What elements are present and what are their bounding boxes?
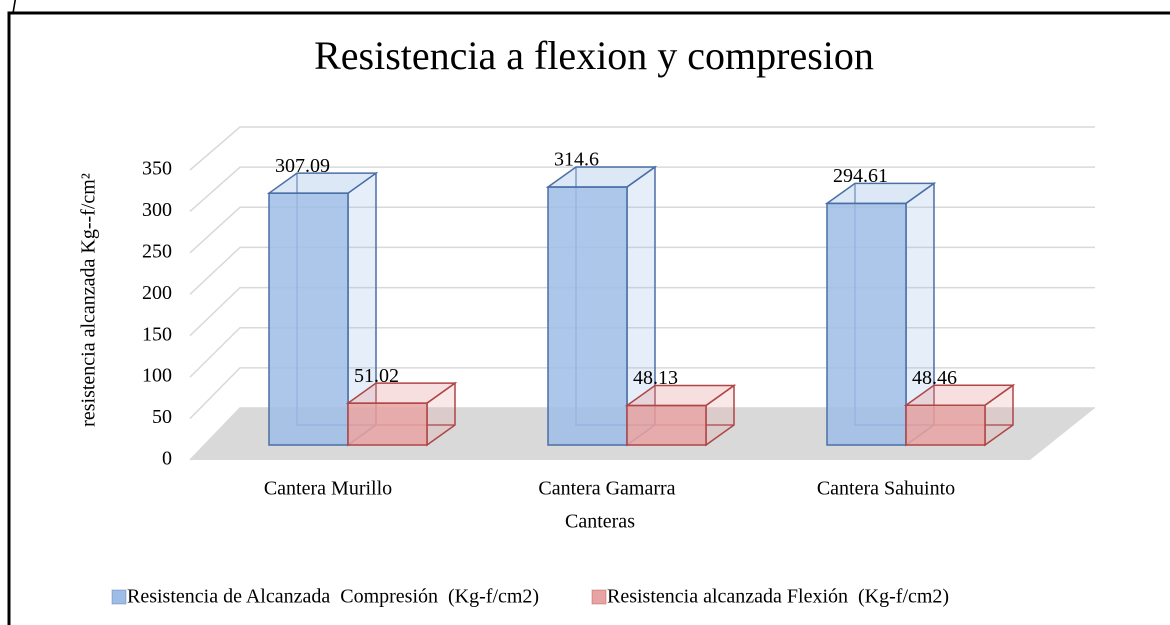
x-tick-label: Cantera Murillo	[264, 478, 392, 500]
grid-line	[189, 246, 1095, 295]
bar	[624, 384, 737, 447]
corner-text: f	[12, 0, 20, 14]
bar-front	[626, 404, 707, 446]
legend-swatch	[591, 589, 607, 605]
y-tick-label: 200	[142, 282, 172, 304]
bar-top	[903, 384, 1016, 407]
bar-front	[905, 404, 986, 446]
bar-top	[624, 384, 737, 407]
y-tick-label: 300	[142, 199, 172, 221]
bar	[545, 165, 658, 447]
grid-line	[189, 166, 1095, 212]
bar-front	[826, 202, 907, 446]
data-label: 51.02	[354, 365, 399, 387]
legend-label: Resistencia alcanzada Flexión (Kg-f/cm2)	[607, 586, 949, 608]
bar	[903, 383, 1016, 447]
y-tick-label: 350	[142, 158, 172, 180]
y-tick-label: 0	[162, 448, 172, 470]
y-tick-label: 100	[142, 365, 172, 387]
data-label: 48.46	[912, 367, 957, 389]
bar-front	[347, 402, 428, 446]
data-label: 294.61	[833, 165, 888, 187]
bar	[266, 171, 379, 447]
bar-top	[266, 172, 379, 194]
legend-swatch	[111, 589, 127, 605]
bar-front	[268, 192, 349, 446]
data-label: 48.13	[633, 367, 678, 389]
y-axis-label: resistencia alcanzada Kg--f/cm²	[78, 173, 100, 427]
bar-front	[547, 186, 628, 446]
grid-line	[189, 326, 1095, 378]
bar-top	[824, 182, 937, 205]
data-label: 314.6	[554, 149, 599, 171]
grid-line	[189, 407, 1095, 461]
grid-line	[189, 126, 1095, 171]
grid-line	[189, 367, 1095, 420]
chart-title: Resistencia a flexion y compresion	[314, 33, 874, 78]
legend-label: Resistencia de Alcanzada Compresión (Kg-…	[127, 586, 539, 608]
bar-top	[345, 382, 458, 404]
x-axis-label: Canteras	[565, 511, 635, 533]
bar-top	[545, 166, 658, 188]
grid-line	[189, 286, 1095, 337]
x-tick-label: Cantera Gamarra	[538, 478, 675, 500]
y-tick-label: 250	[142, 240, 172, 262]
y-tick-label: 50	[152, 406, 172, 428]
bar	[345, 381, 458, 447]
x-tick-label: Cantera Sahuinto	[817, 478, 955, 500]
y-tick-label: 150	[142, 323, 172, 345]
grid-line	[189, 206, 1095, 254]
data-label: 307.09	[275, 155, 330, 177]
